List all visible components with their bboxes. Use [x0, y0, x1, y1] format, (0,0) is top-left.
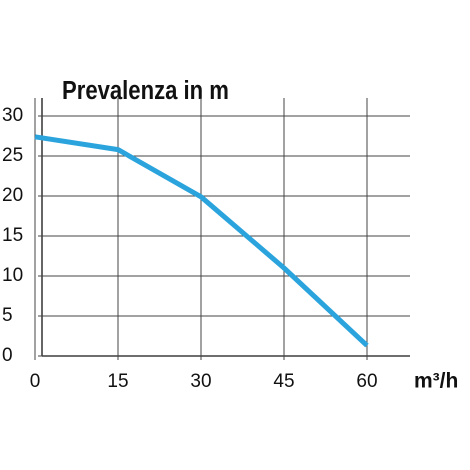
- y-tick-label: 20: [2, 185, 23, 206]
- chart-title: Prevalenza in m: [62, 76, 229, 105]
- x-axis-label: m³/h: [414, 370, 458, 393]
- data-line: [34, 134, 369, 348]
- x-tick-label: 45: [273, 371, 294, 392]
- x-tick-label: 30: [190, 371, 211, 392]
- x-tick-label: 0: [30, 371, 41, 392]
- x-tick-label: 15: [107, 371, 128, 392]
- y-tick-label: 15: [2, 225, 23, 246]
- y-tick-label: 25: [2, 145, 23, 166]
- y-tick-label: 30: [2, 105, 23, 126]
- y-tick-label: 5: [2, 305, 13, 326]
- y-tick-label: 10: [2, 265, 23, 286]
- y-tick-label: 0: [2, 345, 13, 366]
- x-tick-label: 60: [356, 371, 377, 392]
